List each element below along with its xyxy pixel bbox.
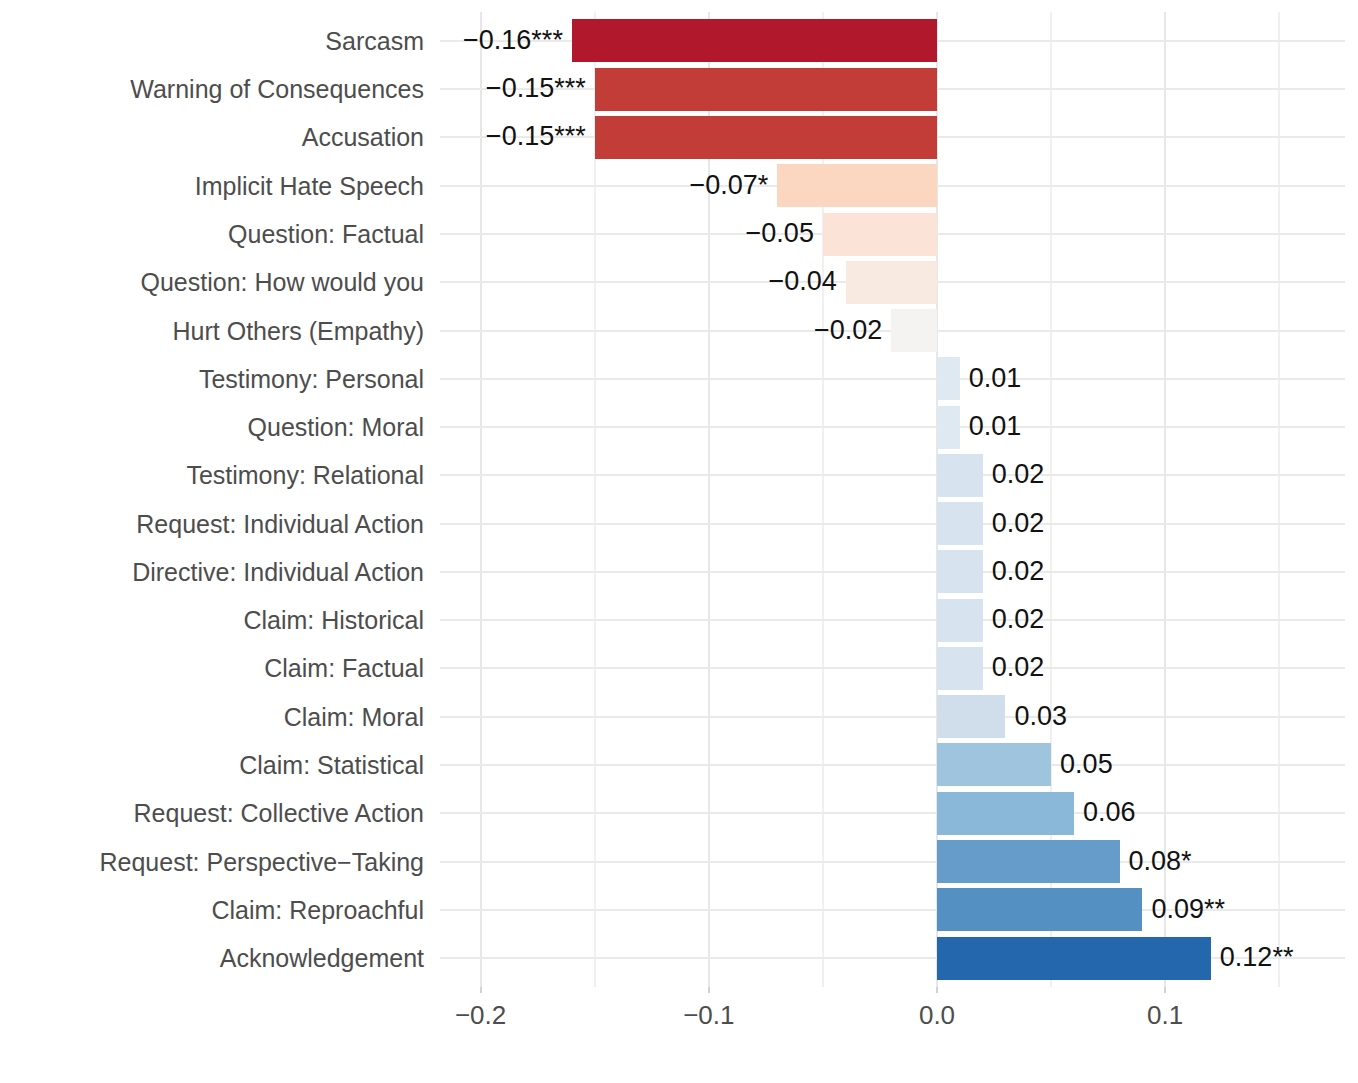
bar-directive-individual-action (937, 550, 983, 593)
value-label: 0.02 (992, 604, 1045, 635)
category-label: Request: Individual Action (136, 509, 424, 538)
bar-question-how-would-you (846, 261, 937, 304)
value-label: −0.15*** (486, 121, 586, 152)
x-axis-tick-label: 0.1 (1147, 1000, 1183, 1031)
category-label: Claim: Statistical (239, 750, 424, 779)
bar-sarcasm (572, 19, 937, 62)
value-label: −0.04 (768, 266, 836, 297)
category-label: Question: How would you (141, 268, 424, 297)
bar-accusation (595, 116, 937, 159)
gridline-major-vertical (480, 12, 482, 987)
value-label: 0.02 (992, 508, 1045, 539)
category-label: Request: Collective Action (134, 799, 424, 828)
category-label: Warning of Consequences (130, 75, 424, 104)
bar-question-moral (937, 406, 960, 449)
gridline-row (440, 861, 1345, 863)
x-axis-tick (1164, 987, 1166, 993)
category-label: Question: Factual (228, 220, 424, 249)
value-label: 0.01 (969, 363, 1022, 394)
gridline-minor-vertical (1278, 12, 1280, 987)
bar-claim-historical (937, 599, 983, 642)
x-axis-tick-label: −0.2 (455, 1000, 506, 1031)
gridline-major-vertical (1164, 12, 1166, 987)
category-label: Testimony: Personal (199, 364, 424, 393)
category-label: Acknowledgement (220, 944, 424, 973)
value-label: 0.01 (969, 411, 1022, 442)
x-axis-tick (708, 987, 710, 993)
bar-claim-reproachful (937, 888, 1142, 931)
category-label: Accusation (302, 123, 424, 152)
gridline-row (440, 764, 1345, 766)
value-label: 0.02 (992, 652, 1045, 683)
gridline-row (440, 812, 1345, 814)
bar-testimony-personal (937, 357, 960, 400)
value-label: 0.03 (1014, 701, 1067, 732)
bar-hurt-others-empathy- (891, 309, 937, 352)
bar-claim-factual (937, 647, 983, 690)
value-label: 0.08* (1129, 845, 1192, 876)
value-label: 0.02 (992, 556, 1045, 587)
gridline-row (440, 571, 1345, 573)
x-axis-tick-label: 0.0 (919, 1000, 955, 1031)
gridline-row (440, 523, 1345, 525)
value-label: −0.05 (746, 218, 814, 249)
value-label: 0.12** (1220, 942, 1294, 973)
category-label: Hurt Others (Empathy) (173, 316, 424, 345)
gridline-row (440, 667, 1345, 669)
bar-claim-statistical (937, 743, 1051, 786)
bar-request-perspective-taking (937, 840, 1120, 883)
category-label: Claim: Moral (284, 702, 424, 731)
bar-request-individual-action (937, 502, 983, 545)
gridline-row (440, 474, 1345, 476)
category-label: Testimony: Relational (186, 461, 424, 490)
value-label: −0.16*** (463, 25, 563, 56)
value-label: −0.15*** (486, 73, 586, 104)
category-label: Sarcasm (325, 26, 424, 55)
coefficient-bar-chart: Sarcasm −0.16*** Warning of Consequences −0… (0, 0, 1358, 1083)
gridline-row (440, 716, 1345, 718)
bar-implicit-hate-speech (777, 164, 937, 207)
gridline-row (440, 378, 1345, 380)
x-axis-tick-label: −0.1 (683, 1000, 734, 1031)
bar-warning-of-consequences (595, 68, 937, 111)
value-label: 0.02 (992, 459, 1045, 490)
gridline-row (440, 619, 1345, 621)
bar-testimony-relational (937, 454, 983, 497)
value-label: −0.02 (814, 314, 882, 345)
gridline-row (440, 426, 1345, 428)
category-label: Request: Perspective−Taking (100, 847, 425, 876)
x-axis-tick (936, 987, 938, 993)
bar-acknowledgement (937, 937, 1211, 980)
value-label: 0.09** (1151, 894, 1225, 925)
bar-request-collective-action (937, 792, 1074, 835)
category-label: Implicit Hate Speech (195, 171, 424, 200)
value-label: 0.06 (1083, 797, 1136, 828)
category-label: Directive: Individual Action (132, 557, 424, 586)
category-label: Claim: Reproachful (211, 895, 424, 924)
category-label: Question: Moral (248, 413, 424, 442)
bar-question-factual (823, 213, 937, 256)
category-label: Claim: Factual (264, 654, 424, 683)
category-label: Claim: Historical (243, 606, 424, 635)
value-label: 0.05 (1060, 749, 1113, 780)
value-label: −0.07* (689, 170, 768, 201)
x-axis-tick (480, 987, 482, 993)
bar-claim-moral (937, 695, 1005, 738)
